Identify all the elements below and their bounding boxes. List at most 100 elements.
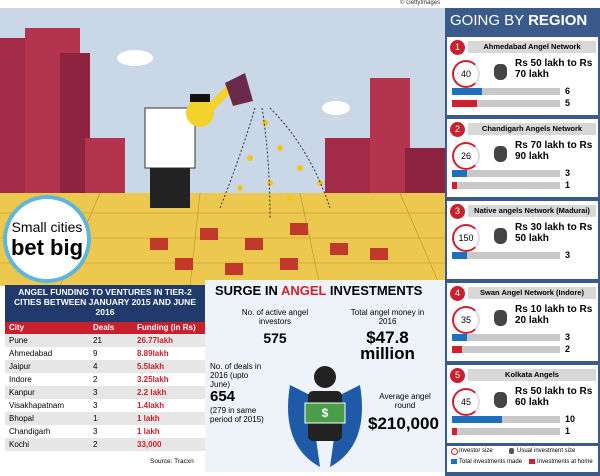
network-name: Swan Angel Network (Indore) (468, 287, 596, 299)
table-cell: 3 (93, 388, 98, 397)
stat-label: Total angel money in 2016 (350, 308, 425, 326)
bar-track (452, 88, 560, 95)
header-row (5, 322, 205, 334)
bar-label: 1 (565, 180, 571, 190)
investor-size: 45 (452, 388, 480, 416)
table-cell: 3 (93, 401, 98, 410)
network-number: 1 (450, 40, 465, 55)
table-row (5, 412, 205, 425)
bar-track (452, 100, 560, 107)
table-row (5, 438, 205, 451)
table-row (5, 373, 205, 386)
table-cell: Jaipur (9, 362, 31, 371)
investor-size: 26 (452, 142, 480, 170)
investment-size: Rs 30 lakh to Rs 50 lakh (515, 222, 593, 244)
title-part: SURGE IN (215, 283, 281, 298)
stat-note: (279 in same period of 2015) (210, 406, 264, 424)
table-cell: 1 lakh (137, 427, 160, 436)
bar-track (452, 334, 560, 341)
bar (452, 334, 467, 341)
stat-label: Average angel round (379, 392, 431, 410)
table-cell: Visakhapatnam (9, 401, 64, 410)
table-cell: Indore (9, 375, 32, 384)
badge: Small cities bet big (3, 195, 91, 283)
table-cell: 9 (93, 349, 98, 358)
table-header: Deals (93, 323, 115, 332)
bar (452, 346, 462, 353)
stat-value: 575 (263, 330, 287, 346)
table-cell: 26.77lakh (137, 336, 174, 345)
investment-size: Rs 50 lakh to Rs 60 lakh (515, 386, 593, 408)
money-bag (494, 146, 507, 162)
svg-text:$: $ (322, 406, 329, 420)
region-title: GOING BY REGION (450, 12, 587, 29)
stat-value: $47.8 million (360, 328, 415, 363)
bar-label: 1 (565, 426, 571, 436)
money-bag (494, 228, 507, 244)
surge-title: SURGE IN ANGEL INVESTMENTS (215, 283, 422, 298)
bar-label: 10 (565, 414, 576, 424)
network-name: Ahmedabad Angel Network (468, 41, 596, 53)
table-row (5, 399, 205, 412)
table-cell: Bhopal (9, 414, 34, 423)
table-cell: Kanpur (9, 388, 35, 397)
table-row (5, 386, 205, 399)
title-part: REGION (528, 12, 588, 29)
network-name: Native angels Network (Madurai) (468, 205, 596, 217)
investor-size: 40 (452, 60, 480, 88)
legend-label: Total investments made (459, 459, 523, 465)
network-number: 5 (450, 368, 465, 383)
table-row (5, 425, 205, 438)
money-bag (494, 392, 507, 408)
network-number: 4 (450, 286, 465, 301)
network-number: 3 (450, 204, 465, 219)
table-cell: Kochi (9, 440, 30, 449)
badge-line: bet big (10, 235, 84, 260)
title-part: INVESTMENTS (326, 283, 423, 298)
investor-size: 35 (452, 306, 480, 334)
stat-value: 654 (210, 388, 236, 405)
table-cell: 5.5lakh (137, 362, 165, 371)
title-part: GOING BY (450, 12, 529, 29)
bar-track (452, 252, 560, 259)
bar-label: 5 (565, 98, 571, 108)
badge-line: Small cities (11, 219, 83, 235)
table-cell: 4 (93, 362, 98, 371)
table-row (5, 347, 205, 360)
bar-track (452, 170, 560, 177)
table-row (5, 360, 205, 373)
bar-label: 6 (565, 86, 571, 96)
angel-icon: $ (288, 366, 362, 467)
investment-size: Rs 70 lakh to Rs 90 lakh (515, 140, 593, 162)
table-title: ANGEL FUNDING TO VENTURES IN TIER-2 CITI… (5, 285, 205, 322)
money-bag (494, 310, 507, 326)
table-cell: Ahmedabad (9, 349, 53, 358)
credit: © GettyImages (400, 0, 441, 6)
bar (452, 416, 502, 423)
table-cell: 2.2 lakh (137, 388, 167, 397)
table-cell: 1 lakh (137, 414, 160, 423)
legend-label: Usual investment size (517, 448, 576, 454)
legend: Investor size Usual investment size Tota… (447, 446, 598, 472)
table-cell: 8.89lakh (137, 349, 169, 358)
bar-label: 3 (565, 250, 571, 260)
table-cell: 2 (93, 375, 98, 384)
table-cell: 3.25lakh (137, 375, 169, 384)
table-cell: 3 (93, 427, 98, 436)
bar-label: 2 (565, 344, 571, 354)
bar-label: 3 (565, 168, 571, 178)
table-cell: Chandigarh (9, 427, 51, 436)
investment-size: Rs 50 lakh to Rs 70 lakh (515, 58, 593, 80)
legend-label: Investments at home (537, 459, 593, 465)
bar (452, 100, 477, 107)
network-name: Chandigarh Angels Network (468, 123, 596, 135)
bar-label: 3 (565, 332, 571, 342)
bar-track (452, 416, 560, 423)
stat-label: No. of deals in 2016 (upto June) (210, 362, 262, 389)
table-cell: 1.4lakh (137, 401, 165, 410)
table-cell: Pune (9, 336, 28, 345)
table-cell: 1 (93, 414, 98, 423)
table-header: City (9, 323, 25, 332)
money-bag (494, 64, 507, 80)
